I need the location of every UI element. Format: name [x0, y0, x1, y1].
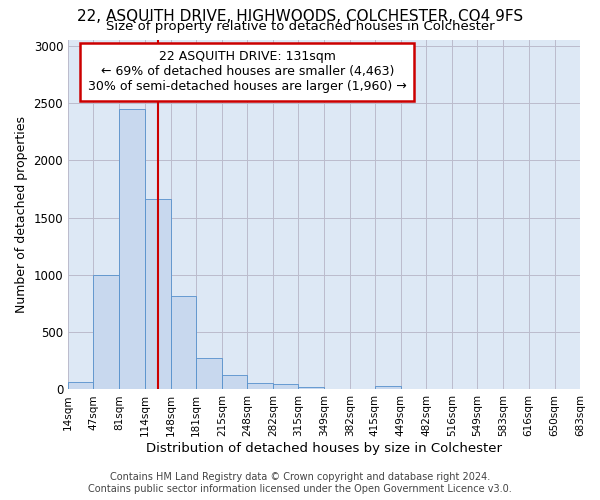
Text: Size of property relative to detached houses in Colchester: Size of property relative to detached ho…: [106, 20, 494, 33]
Bar: [247, 383, 273, 390]
Bar: [119, 108, 145, 390]
Bar: [68, 382, 93, 390]
Bar: [222, 374, 247, 390]
Text: 22, ASQUITH DRIVE, HIGHWOODS, COLCHESTER, CO4 9FS: 22, ASQUITH DRIVE, HIGHWOODS, COLCHESTER…: [77, 9, 523, 24]
Bar: [170, 296, 196, 390]
Text: Contains HM Land Registry data © Crown copyright and database right 2024.
Contai: Contains HM Land Registry data © Crown c…: [88, 472, 512, 494]
Bar: [93, 275, 119, 390]
Bar: [196, 358, 222, 390]
Bar: [273, 384, 298, 390]
Bar: [298, 387, 325, 390]
Text: 22 ASQUITH DRIVE: 131sqm
← 69% of detached houses are smaller (4,463)
30% of sem: 22 ASQUITH DRIVE: 131sqm ← 69% of detach…: [88, 50, 407, 94]
Y-axis label: Number of detached properties: Number of detached properties: [15, 116, 28, 313]
Bar: [145, 198, 170, 390]
Bar: [375, 386, 401, 390]
X-axis label: Distribution of detached houses by size in Colchester: Distribution of detached houses by size …: [146, 442, 502, 455]
